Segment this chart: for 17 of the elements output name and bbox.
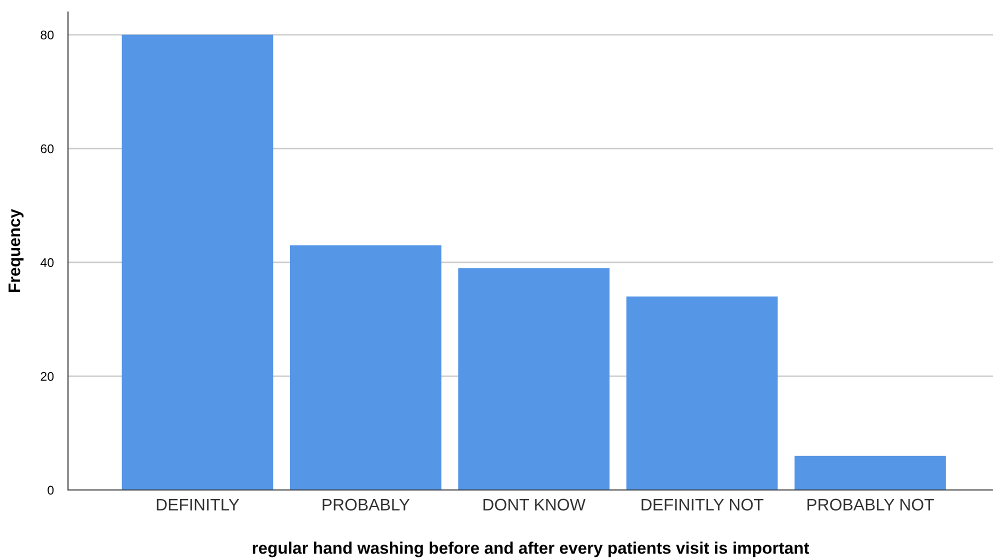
x-tick-label: DEFINITLY xyxy=(156,498,240,510)
x-tick-label: PROBABLY NOT xyxy=(808,498,934,511)
x-tick-label: DONT KNOW xyxy=(484,498,586,511)
x-tick-label: DEFINITLY NOT xyxy=(642,498,764,511)
bar xyxy=(626,296,778,490)
y-tick-label: 20 xyxy=(40,372,54,381)
y-tick-label: 40 xyxy=(40,258,54,268)
y-axis-title: Frequency xyxy=(8,208,24,292)
y-tick-label: 80 xyxy=(40,30,54,40)
bar xyxy=(458,268,610,490)
bar xyxy=(122,34,274,490)
x-axis-title: regular hand washing before and after every patients visit is important xyxy=(252,542,810,558)
bar xyxy=(794,456,946,490)
x-tick-label: PROBABLY xyxy=(322,498,410,511)
y-tick-label: 60 xyxy=(40,144,54,154)
bar xyxy=(290,245,442,490)
y-tick-label: 0 xyxy=(48,486,54,495)
